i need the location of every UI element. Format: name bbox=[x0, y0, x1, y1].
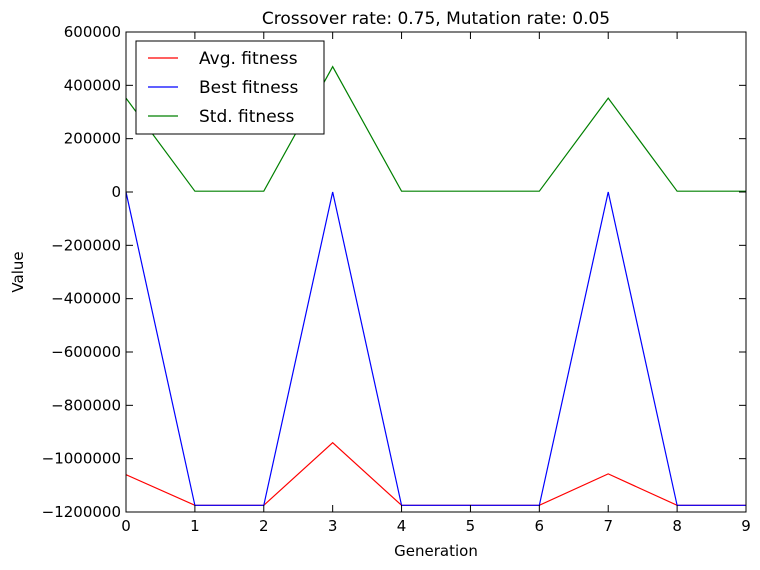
chart-title: Crossover rate: 0.75, Mutation rate: 0.0… bbox=[262, 9, 610, 29]
plot-frame bbox=[125, 31, 747, 513]
x-tick-label: 1 bbox=[190, 517, 200, 535]
x-tick-label: 5 bbox=[466, 517, 476, 535]
x-tick-label: 9 bbox=[741, 517, 751, 535]
x-tick-label: 0 bbox=[121, 517, 131, 535]
x-tick-label: 8 bbox=[672, 517, 682, 535]
ticks: 0 1 2 3 4 5 6 7 8 9 600000 400000 200000 0 −200000 −400… bbox=[42, 23, 751, 535]
y-tick-label: −600000 bbox=[51, 343, 121, 361]
legend-label-2: Std. fitness bbox=[199, 107, 295, 127]
y-tick-label: −400000 bbox=[51, 290, 121, 308]
y-tick-label: −1200000 bbox=[42, 503, 121, 521]
series-line-2 bbox=[125, 65, 746, 192]
x-tick-label: 4 bbox=[397, 517, 407, 535]
y-tick-label: −1000000 bbox=[42, 450, 121, 468]
legend: Avg. fitness Best fitness Std. fitness bbox=[135, 40, 325, 135]
y-tick-label: −800000 bbox=[51, 396, 121, 414]
y-tick-label: 200000 bbox=[64, 130, 121, 148]
y-tick-label: 400000 bbox=[64, 76, 121, 94]
x-tick-label: 7 bbox=[603, 517, 613, 535]
plot-lines bbox=[125, 65, 746, 506]
y-axis-label: Value bbox=[9, 251, 27, 292]
x-axis-label: Generation bbox=[394, 542, 478, 560]
y-tick-label: 0 bbox=[111, 183, 121, 201]
series-line-1 bbox=[125, 191, 746, 506]
x-tick-label: 2 bbox=[259, 517, 269, 535]
y-tick-label: −200000 bbox=[51, 236, 121, 254]
y-tick-label: 600000 bbox=[64, 23, 121, 41]
x-tick-label: 6 bbox=[535, 517, 545, 535]
x-tick-label: 3 bbox=[328, 517, 338, 535]
legend-label-1: Best fitness bbox=[199, 78, 299, 98]
legend-label-0: Avg. fitness bbox=[199, 49, 298, 69]
